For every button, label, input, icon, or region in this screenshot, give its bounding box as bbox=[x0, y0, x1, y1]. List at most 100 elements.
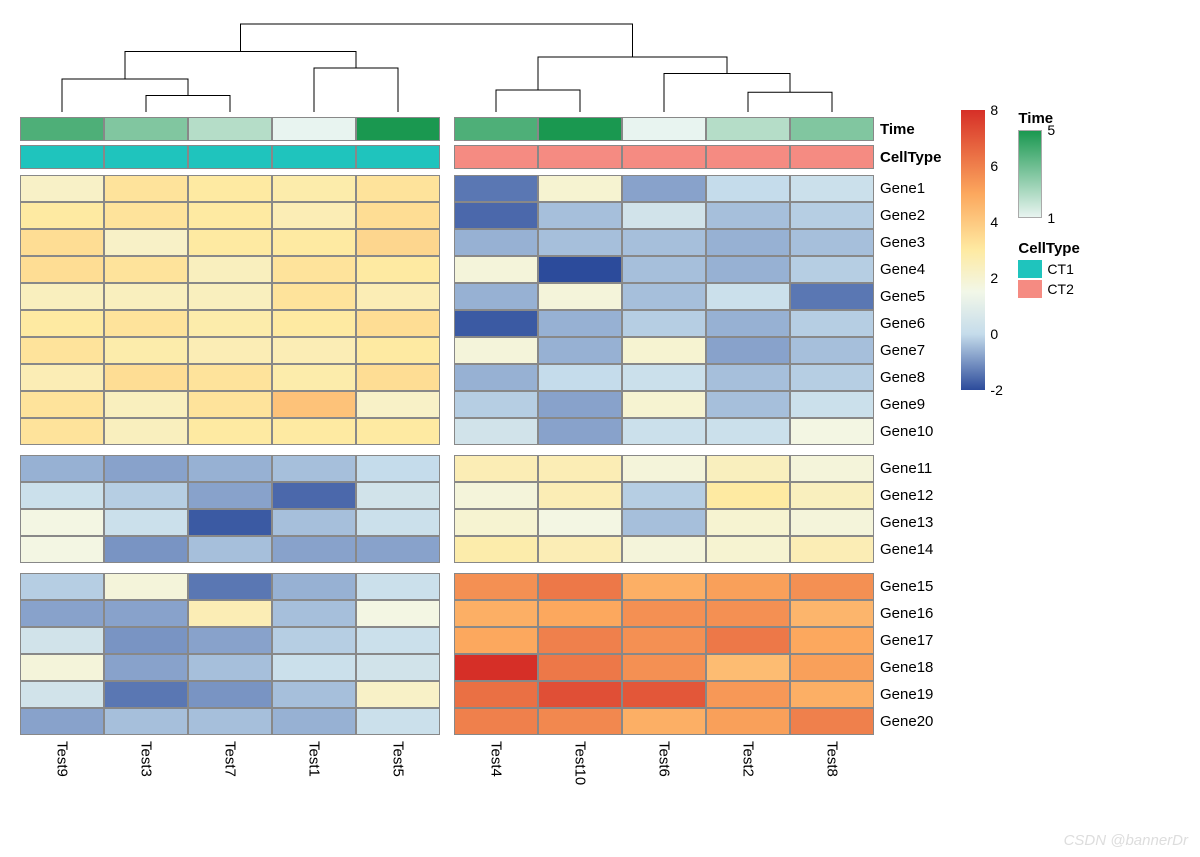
heatmap-row: Gene5 bbox=[20, 283, 941, 310]
heatmap-row: Gene9 bbox=[20, 391, 941, 418]
column-label: Test4 bbox=[454, 735, 538, 805]
row-label: Gene4 bbox=[874, 256, 925, 283]
heatmap-cell bbox=[454, 391, 538, 418]
heatmap-cell bbox=[20, 391, 104, 418]
celltype-label: CT1 bbox=[1047, 261, 1073, 277]
heatmap-cell bbox=[538, 202, 622, 229]
heatmap-cell bbox=[20, 310, 104, 337]
heatmap-cell bbox=[622, 600, 706, 627]
column-label: Test5 bbox=[356, 735, 440, 805]
anno-cell bbox=[272, 145, 356, 169]
anno-cell bbox=[790, 145, 874, 169]
heatmap-cell bbox=[454, 536, 538, 563]
heatmap-cell bbox=[20, 482, 104, 509]
heatmap-cell bbox=[706, 418, 790, 445]
column-label: Test6 bbox=[622, 735, 706, 805]
heatmap-cell bbox=[790, 229, 874, 256]
heatmap-cell bbox=[356, 202, 440, 229]
heatmap-cell bbox=[622, 573, 706, 600]
row-label: Gene17 bbox=[874, 627, 933, 654]
heatmap-cell bbox=[790, 364, 874, 391]
anno-cell bbox=[188, 145, 272, 169]
heatmap-cell bbox=[706, 337, 790, 364]
time-gradient bbox=[1018, 130, 1042, 218]
heatmap-cell bbox=[188, 482, 272, 509]
heatmap-cell bbox=[20, 654, 104, 681]
heatmap-cell bbox=[706, 573, 790, 600]
heatmap-cell bbox=[790, 509, 874, 536]
heatmap-cell bbox=[356, 600, 440, 627]
anno-cell bbox=[20, 145, 104, 169]
heatmap-cell bbox=[622, 536, 706, 563]
heatmap-cell bbox=[538, 681, 622, 708]
heatmap-cell bbox=[454, 654, 538, 681]
heatmap-cell bbox=[538, 337, 622, 364]
heatmap-cell bbox=[706, 364, 790, 391]
heatmap-cell bbox=[272, 681, 356, 708]
heatmap-cell bbox=[790, 536, 874, 563]
heatmap-row: Gene12 bbox=[20, 482, 941, 509]
heatmap-cell bbox=[790, 573, 874, 600]
main-plot: TimeCellType Gene1Gene2Gene3Gene4Gene5Ge… bbox=[20, 20, 941, 805]
heatmap-cell bbox=[104, 310, 188, 337]
heatmap-cell bbox=[706, 310, 790, 337]
heatmap-cell bbox=[20, 202, 104, 229]
heatmap-row: Gene10 bbox=[20, 418, 941, 445]
colorbar-tick: 0 bbox=[990, 326, 998, 342]
heatmap-cell bbox=[188, 654, 272, 681]
row-label: Gene12 bbox=[874, 482, 933, 509]
heatmap-cell bbox=[356, 681, 440, 708]
heatmap-cell bbox=[104, 337, 188, 364]
heatmap-cell bbox=[188, 229, 272, 256]
heatmap-cell bbox=[622, 175, 706, 202]
annotation-bars: TimeCellType bbox=[20, 117, 941, 169]
heatmap-cell bbox=[20, 509, 104, 536]
heatmap-cell bbox=[20, 708, 104, 735]
heatmap-cell bbox=[790, 391, 874, 418]
watermark: CSDN @bannerDr bbox=[1064, 832, 1188, 849]
heatmap-cell bbox=[272, 482, 356, 509]
heatmap-cell bbox=[104, 364, 188, 391]
heatmap-cell bbox=[356, 573, 440, 600]
heatmap-cell bbox=[356, 418, 440, 445]
heatmap-cell bbox=[188, 627, 272, 654]
heatmap-cell bbox=[188, 202, 272, 229]
anno-row-label: Time bbox=[874, 117, 915, 141]
heatmap-cell bbox=[622, 681, 706, 708]
row-label: Gene5 bbox=[874, 283, 925, 310]
row-label: Gene7 bbox=[874, 337, 925, 364]
heatmap-cell bbox=[790, 654, 874, 681]
row-label: Gene11 bbox=[874, 455, 932, 482]
heatmap-cell bbox=[356, 364, 440, 391]
heatmap-cell bbox=[20, 627, 104, 654]
anno-cell bbox=[20, 117, 104, 141]
heatmap-cell bbox=[538, 310, 622, 337]
row-label: Gene15 bbox=[874, 573, 933, 600]
heatmap-cell bbox=[706, 600, 790, 627]
heatmap-cell bbox=[790, 455, 874, 482]
column-label: Test9 bbox=[20, 735, 104, 805]
heatmap-cell bbox=[272, 283, 356, 310]
heatmap-cell bbox=[790, 627, 874, 654]
heatmap-cell bbox=[188, 536, 272, 563]
heatmap-cell bbox=[20, 256, 104, 283]
heatmap-cell bbox=[188, 509, 272, 536]
colorbar-tick: 8 bbox=[990, 102, 998, 118]
heatmap-cell bbox=[454, 283, 538, 310]
heatmap-cell bbox=[104, 681, 188, 708]
heatmap-block: Gene15Gene16Gene17Gene18Gene19Gene20 bbox=[20, 573, 941, 735]
anno-cell bbox=[356, 145, 440, 169]
heatmap-cell bbox=[356, 627, 440, 654]
heatmap-cell bbox=[706, 509, 790, 536]
heatmap-cell bbox=[188, 364, 272, 391]
heatmap-cell bbox=[538, 600, 622, 627]
heatmap-cell bbox=[790, 681, 874, 708]
annotation-row-time: Time bbox=[20, 117, 941, 141]
heatmap-cell bbox=[272, 708, 356, 735]
heatmap-cell bbox=[538, 175, 622, 202]
anno-cell bbox=[356, 117, 440, 141]
heatmap-cell bbox=[20, 283, 104, 310]
heatmap-row: Gene20 bbox=[20, 708, 941, 735]
heatmap-cell bbox=[538, 418, 622, 445]
heatmap-cell bbox=[706, 536, 790, 563]
